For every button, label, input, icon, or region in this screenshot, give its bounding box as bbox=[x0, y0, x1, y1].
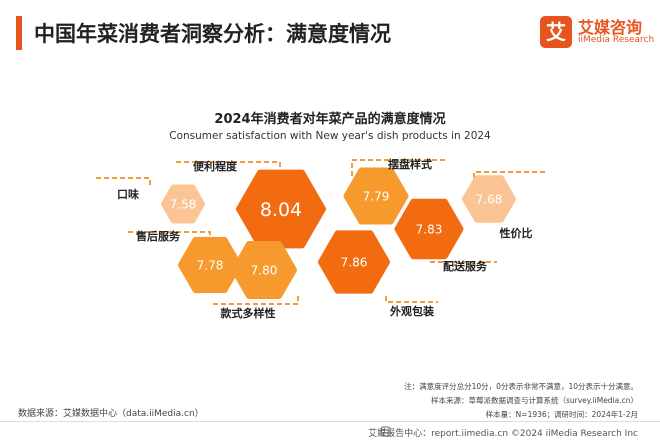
hexagon-item: 7.80 款式多样性 bbox=[210, 241, 299, 320]
hexagon-item: 8.04 便利程度 bbox=[176, 159, 326, 249]
leader-line bbox=[176, 161, 281, 172]
value-label: 7.68 bbox=[476, 193, 503, 207]
hexagon-mark bbox=[462, 175, 516, 223]
value-label: 7.83 bbox=[416, 223, 443, 237]
category-label: 外观包装 bbox=[389, 304, 434, 318]
hexagon-item: 7.86 外观包装 bbox=[318, 230, 438, 318]
data-source: 数据来源：艾媒数据中心（data.iiMedia.cn） bbox=[18, 409, 204, 419]
value-label: 7.79 bbox=[363, 190, 390, 204]
footer: 艾媒报告中心：report.iimedia.cn ©2024 iiMedia R… bbox=[0, 424, 660, 440]
value-label: 7.86 bbox=[341, 256, 368, 270]
chart-title: 2024年消费者对年菜产品的满意度情况 bbox=[214, 112, 446, 127]
category-label: 售后服务 bbox=[135, 229, 181, 243]
category-label: 性价比 bbox=[500, 226, 533, 240]
page-title: 中国年菜消费者洞察分析：满意度情况 bbox=[34, 22, 391, 46]
category-label: 便利程度 bbox=[193, 159, 238, 173]
leader-line bbox=[385, 296, 438, 303]
category-label: 摆盘样式 bbox=[388, 157, 432, 171]
note-scale: 注：满意度评分总分10分，0分表示非常不满意，10分表示十分满意。 bbox=[404, 382, 638, 391]
brand-logo: 艾 艾媒咨询 iiMedia Research bbox=[540, 14, 655, 54]
hexagon-item: 7.58 口味 bbox=[96, 177, 205, 224]
chart-subtitle: Consumer satisfaction with New year's di… bbox=[169, 130, 491, 142]
leader-line bbox=[351, 159, 448, 176]
note-sample-size: 样本量：N=1936；调研时间：2024年1-2月 bbox=[485, 410, 638, 419]
footer-text: 艾媒报告中心：report.iimedia.cn ©2024 iiMedia R… bbox=[368, 429, 638, 439]
value-label: 7.58 bbox=[170, 198, 197, 212]
report-center-icon bbox=[380, 426, 391, 437]
leader-line bbox=[96, 177, 151, 186]
logo-icon: 艾 bbox=[540, 16, 572, 48]
hexagon-mark bbox=[343, 167, 409, 225]
footer-divider bbox=[0, 421, 660, 422]
logo-name: 艾媒咨询 bbox=[578, 18, 643, 37]
leader-line bbox=[210, 296, 299, 305]
value-label: 7.80 bbox=[251, 264, 278, 278]
hexagon-mark bbox=[394, 198, 464, 260]
hexagon-mark bbox=[231, 241, 297, 299]
leader-line bbox=[473, 171, 545, 178]
hexagon-item: 7.79 摆盘样式 bbox=[343, 157, 448, 225]
hexagon-mark bbox=[318, 230, 390, 294]
hexagon-item: 7.78 售后服务 bbox=[128, 229, 242, 294]
category-label: 口味 bbox=[117, 187, 139, 201]
svg-text:艾: 艾 bbox=[546, 20, 566, 44]
value-label: 8.04 bbox=[260, 199, 302, 221]
hexagon-mark bbox=[161, 184, 205, 224]
note-sample-source: 样本来源：草莓派数据调查与计算系统（survey.iiMedia.cn） bbox=[430, 396, 638, 405]
hexagon-item: 7.83 配送服务 bbox=[394, 198, 497, 273]
title-accent-bar bbox=[16, 16, 22, 50]
logo-subtitle: iiMedia Research bbox=[578, 35, 655, 45]
category-label: 款式多样性 bbox=[221, 306, 276, 320]
value-label: 7.78 bbox=[197, 259, 224, 273]
header: 中国年菜消费者洞察分析：满意度情况 艾 艾媒咨询 iiMedia Researc… bbox=[0, 0, 660, 62]
category-label: 配送服务 bbox=[443, 259, 488, 273]
hexagon-item: 7.68 性价比 bbox=[462, 171, 545, 240]
